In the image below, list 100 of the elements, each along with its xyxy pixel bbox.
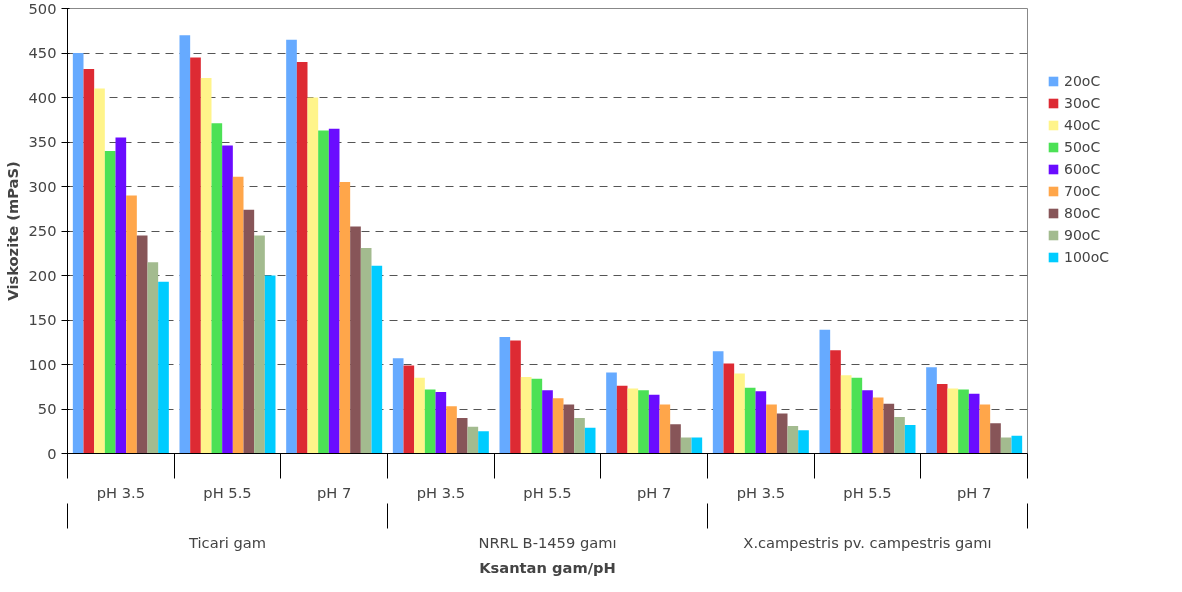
bar <box>648 394 660 454</box>
bar <box>264 275 276 454</box>
bar <box>680 437 692 454</box>
bar <box>328 128 340 454</box>
x-tick-label: pH 3.5 <box>736 483 785 501</box>
bar <box>435 392 447 454</box>
x-tick-label: pH 7 <box>317 483 352 501</box>
bar <box>926 367 937 454</box>
bar <box>136 235 148 454</box>
bar <box>243 209 255 454</box>
bar <box>147 262 159 454</box>
x-tick-label: pH 5.5 <box>203 483 252 501</box>
y-tick-label: 50 <box>37 400 57 417</box>
bar <box>776 413 788 454</box>
bar <box>392 358 404 454</box>
bar <box>904 425 916 454</box>
bar <box>670 424 681 454</box>
y-tick-label: 450 <box>28 44 57 61</box>
x-tick-label: pH 7 <box>957 483 992 501</box>
bar <box>307 97 319 454</box>
bar <box>574 417 585 454</box>
bar <box>766 404 777 454</box>
bar <box>894 417 905 454</box>
text: X.campestris pv. campestris gamı <box>743 533 992 551</box>
bar <box>360 247 372 454</box>
bar <box>94 88 105 454</box>
bar <box>968 393 980 454</box>
bar <box>723 363 735 454</box>
bar <box>531 378 543 454</box>
bar <box>990 423 1001 454</box>
bar <box>126 195 137 454</box>
bar <box>819 329 831 454</box>
bar <box>350 226 361 454</box>
bar <box>456 417 468 454</box>
bar <box>403 365 415 454</box>
bar <box>179 35 191 454</box>
bar <box>200 77 212 454</box>
x-tick-label: pH 5.5 <box>523 483 572 501</box>
bar <box>115 137 127 454</box>
y-tick-label: 400 <box>28 88 57 106</box>
bar <box>627 388 639 454</box>
legend-label: 40oC <box>1064 117 1101 133</box>
legend-label: 50oC <box>1064 139 1101 155</box>
bar <box>979 404 991 454</box>
bar <box>211 123 223 454</box>
bar <box>798 430 809 454</box>
bar <box>72 53 84 454</box>
y-tick-label: 0 <box>47 444 57 462</box>
bar <box>414 377 425 454</box>
legend-label: 70oC <box>1064 183 1101 199</box>
bar <box>830 350 841 454</box>
legend-label: 90oC <box>1064 227 1101 243</box>
bar <box>339 182 351 454</box>
bar <box>851 377 863 454</box>
bar <box>467 426 479 454</box>
x-tick-label: pH 7 <box>637 483 672 501</box>
bar <box>638 390 649 454</box>
bar <box>552 398 564 454</box>
legend-label: 100oC <box>1064 249 1110 265</box>
x-tick-label: pH 3.5 <box>416 483 465 501</box>
bar <box>254 235 265 454</box>
bar <box>840 375 852 454</box>
bar <box>371 265 383 454</box>
bar <box>606 372 617 454</box>
bar <box>734 373 745 454</box>
y-tick-label: 500 <box>28 0 57 17</box>
bar <box>1000 437 1012 454</box>
bar <box>542 390 553 454</box>
bar <box>446 406 457 454</box>
bar <box>232 176 244 454</box>
bar <box>616 385 628 454</box>
bar <box>584 427 596 454</box>
bar <box>499 336 511 454</box>
text: Ticari gam <box>188 533 266 551</box>
bar <box>872 397 884 454</box>
bar <box>936 384 948 454</box>
x-axis-title: Ksantan gam/pH <box>479 558 616 576</box>
bar <box>222 145 233 454</box>
bar <box>158 281 169 454</box>
bar <box>563 404 575 454</box>
legend-label: 80oC <box>1064 205 1101 221</box>
bar <box>510 340 521 454</box>
bar <box>318 130 329 454</box>
text: NRRL B-1459 gamı <box>478 533 617 551</box>
y-axis-title: Viskozite (mPaS) <box>3 161 21 301</box>
legend-label: 20oC <box>1064 73 1101 89</box>
bar <box>691 437 703 454</box>
bar <box>478 431 489 454</box>
bar <box>286 39 297 454</box>
bar <box>958 389 969 454</box>
bar <box>424 389 436 454</box>
bar <box>83 69 95 454</box>
bar <box>755 391 767 454</box>
legend-label: 60oC <box>1064 161 1101 177</box>
x-tick-label: pH 3.5 <box>96 483 145 501</box>
y-tick-label: 350 <box>28 133 57 150</box>
bar <box>520 376 532 454</box>
bar <box>947 388 959 454</box>
y-tick-label: 150 <box>28 311 57 328</box>
bar <box>744 387 756 454</box>
